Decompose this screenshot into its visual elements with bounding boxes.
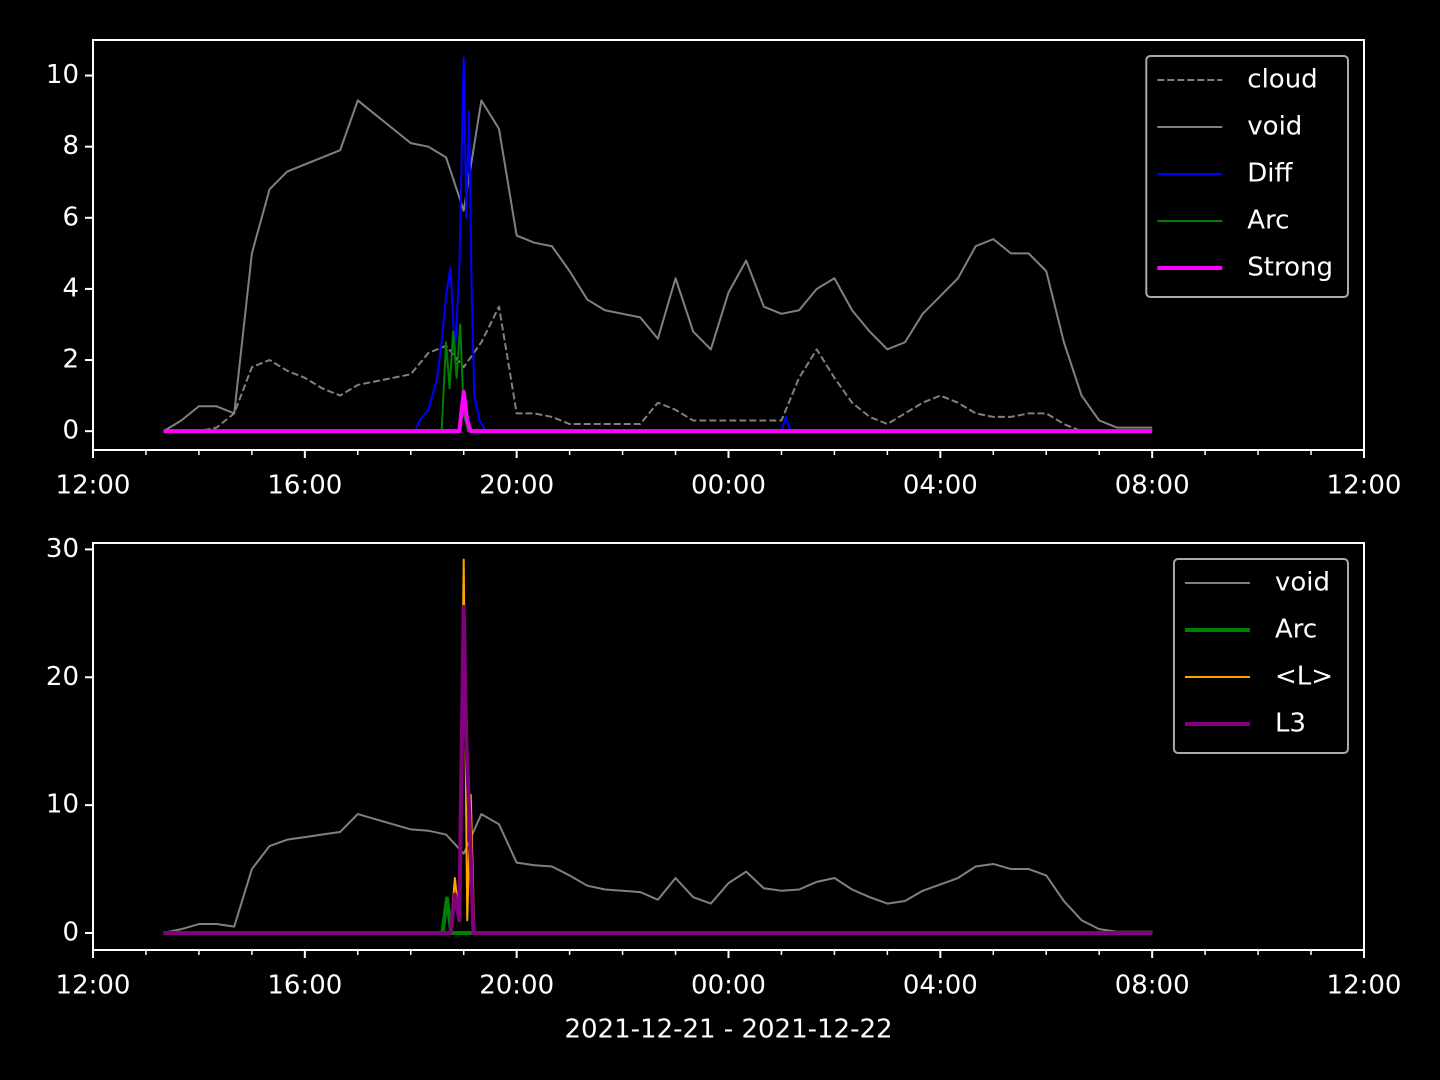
y-tick-label: 0	[62, 917, 79, 947]
x-tick-label: 12:00	[1327, 971, 1402, 1001]
y-tick-label: 4	[62, 273, 79, 303]
x-axis-label: 2021-12-21 - 2021-12-22	[564, 1015, 892, 1045]
x-tick-label: 12:00	[56, 971, 131, 1001]
y-tick-label: 2	[62, 345, 79, 375]
x-tick-label: 12:00	[1327, 471, 1402, 501]
series-line	[163, 305, 1153, 433]
y-tick-label: 20	[46, 662, 79, 692]
x-tick-label: 00:00	[691, 971, 766, 1001]
x-tick-label: 12:00	[56, 471, 131, 501]
x-tick-label: 04:00	[903, 971, 978, 1001]
legend-label: Arc	[1275, 615, 1317, 645]
series-line	[163, 604, 1153, 935]
x-tick-label: 04:00	[903, 471, 978, 501]
y-tick-label: 30	[46, 534, 79, 564]
series-line	[163, 99, 1153, 433]
legend-label: <L>	[1275, 662, 1333, 692]
legend-label: Diff	[1247, 159, 1293, 189]
legend-frame	[1172, 558, 1349, 754]
legend-label: cloud	[1247, 65, 1317, 95]
legend-label: void	[1247, 112, 1302, 142]
y-tick-label: 0	[62, 416, 79, 446]
y-tick-label: 10	[46, 60, 79, 90]
x-tick-label: 08:00	[1115, 971, 1190, 1001]
y-tick-label: 8	[62, 131, 79, 161]
y-tick-label: 10	[46, 790, 79, 820]
x-tick-label: 16:00	[267, 471, 342, 501]
series-line	[163, 390, 1153, 434]
legend-label: Arc	[1247, 206, 1289, 236]
x-tick-label: 20:00	[479, 971, 554, 1001]
x-tick-label: 20:00	[479, 471, 554, 501]
y-tick-label: 6	[62, 202, 79, 232]
legend-label: Strong	[1247, 253, 1333, 283]
legend-label: void	[1275, 568, 1330, 598]
x-tick-label: 08:00	[1115, 471, 1190, 501]
series-line	[163, 813, 1153, 934]
legend-label: L3	[1275, 709, 1306, 739]
legend-frame	[1145, 55, 1349, 298]
x-tick-label: 00:00	[691, 471, 766, 501]
x-tick-label: 16:00	[267, 971, 342, 1001]
